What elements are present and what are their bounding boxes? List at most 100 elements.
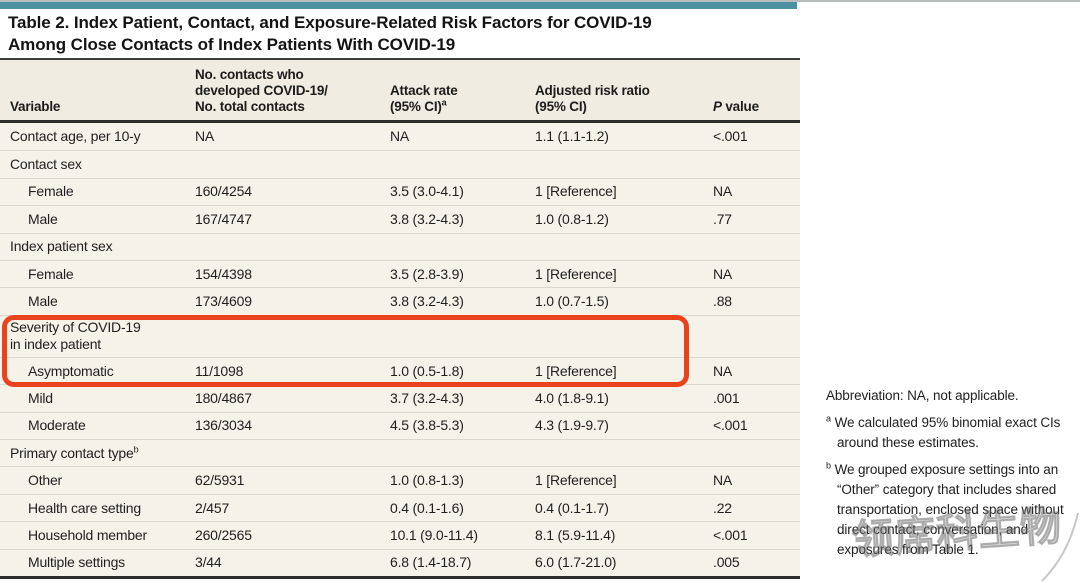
- footnote-a-text: We calculated 95% binomial exact CIs aro…: [834, 415, 1061, 450]
- row-label: Severity of COVID-19 in index patient: [10, 319, 141, 353]
- table-cell: .005: [713, 554, 740, 571]
- table-cell: 1 [Reference]: [535, 183, 617, 200]
- table-cell: 62/5931: [195, 472, 245, 489]
- table-cell: 160/4254: [195, 183, 252, 200]
- risk-factors-table: Variable No. contacts who developed COVID-…: [0, 58, 800, 580]
- column-header: Adjusted risk ratio (95% CI): [535, 83, 650, 114]
- table-cell: 4.0 (1.8-9.1): [535, 390, 609, 406]
- table-title: Table 2. Index Patient, Contact, and Exp…: [8, 12, 798, 56]
- table-cell: NA: [713, 362, 733, 379]
- table-section-row: Severity of COVID-19 in index patient: [0, 314, 800, 357]
- column-header: Attack rate (95% CI)a: [390, 83, 458, 114]
- table-cell: 8.1 (5.9-11.4): [535, 526, 616, 543]
- column-header: P value: [713, 99, 759, 114]
- footnote-b-marker: b: [826, 460, 831, 471]
- row-label: Multiple settings: [28, 554, 125, 571]
- table-cell: <.001: [713, 128, 748, 145]
- row-label: Male: [28, 293, 58, 310]
- table-cell: 1.0 (0.8-1.2): [535, 210, 609, 227]
- table-cell: 1 [Reference]: [535, 472, 617, 489]
- row-label: Household member: [28, 526, 147, 543]
- table-cell: 0.4 (0.1-1.6): [390, 499, 464, 516]
- row-label: Male: [28, 210, 58, 227]
- table-cell: 1 [Reference]: [535, 265, 617, 282]
- table-cell: NA: [713, 472, 733, 489]
- table-cell: NA: [713, 265, 733, 282]
- row-label: Contact age, per 10-y: [10, 128, 141, 145]
- watermark-curve-icon: [1041, 512, 1079, 582]
- table-cell: 173/4609: [195, 293, 252, 310]
- table-cell: 3.7 (3.2-4.3): [390, 390, 464, 406]
- footnote-a: a We calculated 95% binomial exact CIs a…: [826, 413, 1080, 453]
- table-cell: 167/4747: [195, 210, 252, 227]
- table-cell: 6.0 (1.7-21.0): [535, 554, 617, 571]
- row-label: Contact sex: [10, 156, 82, 173]
- table-cell: 4.3 (1.9-9.7): [535, 417, 609, 434]
- table-cell: .001: [713, 390, 740, 406]
- table-section-row: Contact sex: [0, 150, 800, 178]
- table-cell: 136/3034: [195, 417, 252, 434]
- table-row: Contact age, per 10-y NA NA 1.1 (1.1-1.2) <.…: [0, 123, 800, 151]
- top-hairline: [0, 0, 1080, 2]
- table-cell: .22: [713, 499, 732, 516]
- table-body: Contact age, per 10-y NA NA 1.1 (1.1-1.2) <.…: [0, 123, 800, 580]
- table-cell: 1.1 (1.1-1.2): [535, 128, 609, 145]
- table-cell: <.001: [713, 526, 748, 543]
- table-cell: 260/2565: [195, 526, 252, 543]
- footnote-b-text: We grouped exposure settings into an “Ot…: [834, 462, 1064, 557]
- table-cell: .88: [713, 293, 732, 310]
- table-cell: 2/457: [195, 499, 230, 516]
- table-row: Multiple settings 3/44 6.8 (1.4-18.7) 6.0 (…: [0, 548, 800, 577]
- table-cell: <.001: [713, 417, 748, 434]
- footnote-b: b We grouped exposure settings into an “…: [826, 460, 1080, 560]
- table-row: Male 173/4609 3.8 (3.2-4.3) 1.0 (0.7-1.5) .8…: [0, 287, 800, 315]
- table-row: Health care setting 2/457 0.4 (0.1-1.6) 0.4…: [0, 493, 800, 522]
- table-cell: 3.5 (2.8-3.9): [390, 265, 464, 282]
- table-row: Other 62/5931 1.0 (0.8-1.3) 1 [Reference] NA: [0, 466, 800, 494]
- table-cell: 154/4398: [195, 265, 252, 282]
- row-label: Female: [28, 265, 74, 282]
- table-cell: 11/1098: [195, 362, 244, 379]
- column-header: No. contacts who developed COVID-19/No. t…: [195, 67, 328, 114]
- row-label: Other: [28, 472, 63, 489]
- table-cell: 10.1 (9.0-11.4): [390, 526, 478, 543]
- table-cell: 1.0 (0.5-1.8): [390, 362, 464, 379]
- table-row: Male 167/4747 3.8 (3.2-4.3) 1.0 (0.8-1.2) .7…: [0, 205, 800, 233]
- table-header-row: Variable No. contacts who developed COVID-…: [0, 58, 800, 123]
- table-cell: 6.8 (1.4-18.7): [390, 554, 472, 571]
- table-cell: 4.5 (3.8-5.3): [390, 417, 464, 434]
- table-cell: 3.5 (3.0-4.1): [390, 183, 464, 200]
- table-cell: 1 [Reference]: [535, 362, 617, 379]
- table-cell: NA: [713, 183, 733, 200]
- row-label: Asymptomatic: [28, 362, 114, 379]
- row-label: Index patient sex: [10, 238, 113, 255]
- table-section-row: Primary contact typeb: [0, 439, 800, 467]
- table-cell: .77: [713, 210, 732, 227]
- table-row: Moderate 136/3034 4.5 (3.8-5.3) 4.3 (1.9-9.…: [0, 411, 800, 440]
- row-label: Primary contact typeb: [10, 444, 139, 461]
- table-accent-bar: [0, 2, 797, 9]
- table-cell: NA: [195, 128, 215, 145]
- row-label: Moderate: [28, 417, 86, 434]
- table-cell: 3.8 (3.2-4.3): [390, 210, 464, 227]
- row-label: Female: [28, 183, 74, 200]
- table-cell: 3.8 (3.2-4.3): [390, 293, 464, 310]
- table-row: Mild 180/4867 3.7 (3.2-4.3) 4.0 (1.8-9.1) .0…: [0, 384, 800, 412]
- abbreviation-note: Abbreviation: NA, not applicable.: [826, 388, 1019, 403]
- row-label: Mild: [28, 390, 53, 406]
- table-row: Household member 260/2565 10.1 (9.0-11.4) 8…: [0, 521, 800, 549]
- table-title-line1: Table 2. Index Patient, Contact, and Exp…: [8, 13, 652, 32]
- table-cell: 0.4 (0.1-1.7): [535, 499, 609, 516]
- table-cell: 1.0 (0.8-1.3): [390, 472, 464, 489]
- table-row: Female 154/4398 3.5 (2.8-3.9) 1 [Reference]…: [0, 259, 800, 288]
- footnote-a-marker: a: [826, 413, 831, 424]
- table-title-line2: Among Close Contacts of Index Patients W…: [8, 35, 456, 54]
- row-label: Health care setting: [28, 499, 141, 516]
- table-cell: 180/4867: [195, 390, 252, 406]
- footnotes: Abbreviation: NA, not applicable. a We c…: [826, 386, 1080, 567]
- table-cell: 1.0 (0.7-1.5): [535, 293, 609, 310]
- table-cell: 3/44: [195, 554, 222, 571]
- table-row: Asymptomatic 11/1098 1.0 (0.5-1.8) 1 [Refer…: [0, 356, 800, 385]
- column-header: Variable: [10, 99, 61, 114]
